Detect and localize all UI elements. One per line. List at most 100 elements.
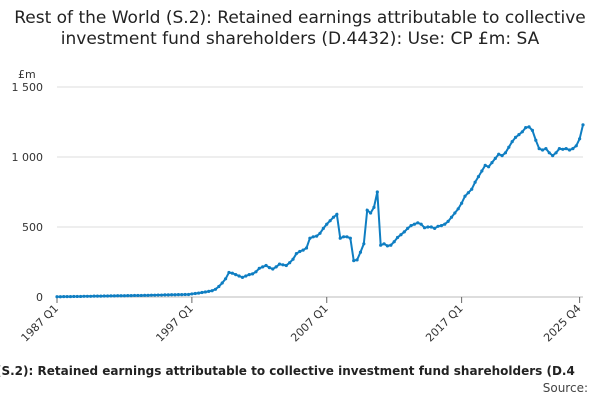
data-point[interactable]: [547, 151, 551, 155]
data-point[interactable]: [264, 263, 268, 268]
data-point[interactable]: [527, 125, 531, 129]
data-point[interactable]: [422, 226, 427, 230]
data-point[interactable]: [298, 249, 302, 254]
data-point[interactable]: [510, 140, 514, 144]
data-point[interactable]: [136, 293, 140, 298]
data-point[interactable]: [389, 243, 393, 247]
data-point[interactable]: [486, 165, 491, 169]
data-point[interactable]: [92, 294, 96, 298]
data-point[interactable]: [234, 273, 238, 277]
data-point[interactable]: [89, 294, 93, 298]
data-point[interactable]: [247, 273, 251, 277]
data-point[interactable]: [426, 225, 430, 229]
data-point[interactable]: [223, 277, 228, 281]
data-point[interactable]: [58, 295, 62, 299]
data-point[interactable]: [554, 151, 558, 155]
data-point[interactable]: [109, 294, 113, 298]
data-point[interactable]: [112, 294, 116, 298]
data-point[interactable]: [537, 147, 541, 151]
data-point[interactable]: [571, 147, 575, 151]
data-point[interactable]: [402, 230, 406, 234]
data-point[interactable]: [557, 147, 562, 151]
data-point[interactable]: [190, 292, 194, 296]
data-point[interactable]: [416, 221, 420, 225]
data-point[interactable]: [62, 294, 66, 299]
data-point[interactable]: [166, 293, 170, 297]
data-point[interactable]: [143, 293, 147, 297]
data-point[interactable]: [449, 215, 454, 219]
data-point[interactable]: [544, 147, 548, 151]
data-point[interactable]: [126, 294, 130, 298]
data-point[interactable]: [473, 180, 477, 184]
data-point[interactable]: [210, 289, 214, 293]
data-point[interactable]: [476, 175, 481, 179]
data-point[interactable]: [197, 291, 201, 295]
data-point[interactable]: [237, 274, 241, 278]
data-point[interactable]: [406, 226, 410, 230]
data-point[interactable]: [466, 191, 470, 195]
data-point[interactable]: [524, 126, 528, 130]
data-point[interactable]: [277, 262, 282, 266]
data-point[interactable]: [55, 295, 59, 299]
data-point[interactable]: [365, 208, 369, 212]
data-point[interactable]: [328, 219, 332, 223]
data-point[interactable]: [95, 294, 100, 298]
data-point[interactable]: [230, 271, 234, 275]
data-point[interactable]: [213, 287, 218, 291]
data-point[interactable]: [530, 128, 535, 132]
data-point[interactable]: [220, 281, 224, 285]
data-point[interactable]: [99, 294, 103, 298]
data-point[interactable]: [261, 265, 265, 269]
data-point[interactable]: [119, 294, 123, 298]
data-point[interactable]: [116, 294, 120, 298]
data-point[interactable]: [79, 294, 83, 299]
data-point[interactable]: [335, 212, 339, 216]
data-point[interactable]: [321, 226, 325, 230]
data-point[interactable]: [352, 259, 356, 263]
data-point[interactable]: [304, 246, 309, 250]
data-point[interactable]: [203, 290, 207, 294]
data-point[interactable]: [193, 291, 197, 296]
data-point[interactable]: [149, 293, 154, 297]
data-point[interactable]: [68, 294, 73, 299]
data-point[interactable]: [146, 293, 150, 297]
data-point[interactable]: [267, 266, 272, 270]
data-point[interactable]: [129, 294, 133, 298]
data-point[interactable]: [342, 235, 346, 239]
data-point[interactable]: [156, 293, 160, 297]
data-point[interactable]: [520, 130, 524, 134]
data-point[interactable]: [315, 234, 319, 238]
data-point[interactable]: [456, 207, 460, 211]
data-point[interactable]: [507, 145, 511, 149]
data-point[interactable]: [85, 294, 89, 298]
data-point[interactable]: [480, 169, 484, 173]
data-point[interactable]: [460, 201, 464, 205]
data-point[interactable]: [281, 263, 285, 267]
data-point[interactable]: [412, 222, 417, 226]
data-point[interactable]: [288, 261, 292, 265]
data-point[interactable]: [180, 293, 184, 297]
data-point[interactable]: [294, 252, 298, 256]
data-point[interactable]: [250, 272, 255, 276]
series-line[interactable]: [57, 124, 584, 298]
data-point[interactable]: [254, 270, 258, 274]
data-point[interactable]: [338, 236, 342, 240]
data-point[interactable]: [311, 235, 315, 239]
data-point[interactable]: [153, 293, 157, 297]
data-point[interactable]: [399, 233, 403, 237]
data-point[interactable]: [227, 270, 231, 275]
data-point[interactable]: [271, 267, 275, 271]
data-point[interactable]: [163, 293, 167, 297]
data-point[interactable]: [244, 274, 248, 278]
data-point[interactable]: [534, 138, 538, 142]
data-point[interactable]: [443, 222, 447, 226]
data-point[interactable]: [419, 222, 423, 226]
data-point[interactable]: [372, 205, 376, 209]
data-point[interactable]: [513, 135, 518, 139]
data-point[interactable]: [217, 284, 221, 289]
data-point[interactable]: [318, 231, 322, 235]
data-point[interactable]: [75, 294, 79, 299]
data-point[interactable]: [274, 265, 278, 269]
data-point[interactable]: [72, 294, 76, 299]
data-point[interactable]: [561, 147, 565, 151]
